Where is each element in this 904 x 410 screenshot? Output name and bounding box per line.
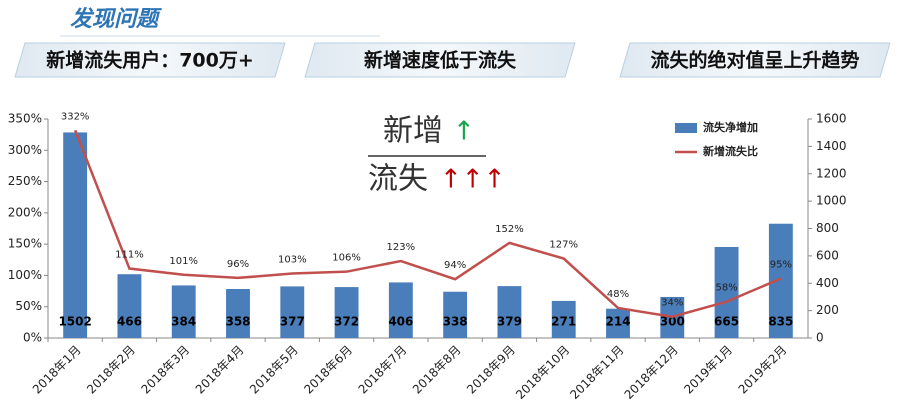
y2-tick-label: 600 (816, 248, 839, 262)
bar (226, 288, 250, 338)
annotation-text: 新增 (383, 114, 443, 149)
banner-text: 新增流失用户：700万+ (46, 49, 254, 72)
bar-value-label: 406 (388, 315, 413, 329)
bar-value-label: 271 (551, 315, 576, 329)
y-tick-label: 200% (8, 205, 42, 219)
y2-tick-label: 0 (816, 331, 824, 345)
line-value-label: 111% (115, 250, 144, 261)
x-tick-label: 2018年2月 (84, 343, 138, 397)
line-value-label: 48% (607, 289, 629, 300)
line-value-label: 34% (661, 298, 683, 309)
x-tick-label: 2018年11月 (567, 343, 626, 402)
line-value-label: 103% (278, 255, 307, 266)
x-tick-label: 2018年7月 (356, 343, 410, 397)
legend-swatch (675, 123, 697, 133)
bar-value-label: 1502 (58, 315, 91, 329)
bar-value-label: 300 (660, 315, 685, 329)
line-value-label: 96% (227, 259, 249, 270)
bar-value-label: 338 (443, 315, 468, 329)
bar-value-label: 372 (334, 315, 359, 329)
banner-box (619, 42, 891, 78)
bar (280, 286, 305, 338)
y-tick-label: 50% (15, 299, 42, 313)
bar-value-label: 466 (117, 315, 142, 329)
line (73, 129, 782, 319)
bar (63, 132, 88, 338)
line-value-label: 152% (495, 224, 524, 235)
banner-text: 流失的绝对值呈上升趋势 (650, 49, 859, 72)
line-value-label: 101% (169, 256, 198, 267)
banner-text: 新增速度低于流失 (364, 49, 517, 72)
x-tick-label: 2018年1月 (30, 343, 84, 397)
banner-box (14, 42, 286, 78)
bar (714, 246, 739, 338)
y2-tick-label: 1200 (816, 166, 847, 180)
x-tick-label: 2018年5月 (247, 343, 301, 397)
banner-box (304, 42, 576, 78)
line-value-label: 58% (715, 283, 737, 294)
x-tick-label: 2018年12月 (622, 343, 681, 402)
x-tick-label: 2018年4月 (193, 343, 247, 397)
bar-value-label: 377 (280, 315, 305, 329)
x-tick-label: 2018年10月 (513, 343, 572, 402)
annotation-arrow: ↑ (453, 117, 475, 147)
x-tick-label: 2018年8月 (410, 343, 464, 397)
annotation-arrow: ↑↑↑ (440, 165, 505, 195)
bar (551, 300, 576, 338)
y-tick-label: 150% (8, 237, 42, 251)
y-tick-label: 0% (23, 331, 42, 345)
bar-value-label: 379 (497, 315, 522, 329)
x-tick-label: 2018年3月 (138, 343, 192, 397)
header-title: 发现问题 (70, 6, 162, 32)
line-value-label: 127% (549, 240, 578, 251)
y-tick-label: 250% (8, 174, 42, 188)
legend-label: 新增流失比 (703, 144, 758, 158)
y2-tick-label: 400 (816, 276, 839, 290)
y-tick-label: 350% (8, 112, 42, 126)
bar (768, 223, 793, 338)
line-value-label: 94% (444, 260, 466, 271)
bar-value-label: 384 (171, 315, 196, 329)
y-tick-label: 300% (8, 143, 42, 157)
legend-label: 流失净增加 (703, 120, 758, 134)
line-value-label: 123% (387, 242, 416, 253)
y2-tick-label: 1400 (816, 139, 847, 153)
bar-value-label: 665 (714, 315, 739, 329)
bar-value-label: 214 (605, 315, 630, 329)
y2-tick-label: 1600 (816, 112, 847, 126)
bar (334, 287, 359, 338)
bar (443, 291, 468, 338)
annotation-text: 流失 (368, 162, 428, 197)
x-tick-label: 2018年6月 (301, 343, 355, 397)
bar (117, 274, 142, 338)
bar (497, 286, 522, 338)
x-tick-label: 2018年9月 (464, 343, 518, 397)
x-tick-label: 2019年2月 (736, 343, 790, 397)
y2-tick-label: 1000 (816, 194, 847, 208)
line-value-label: 95% (770, 260, 792, 271)
y2-tick-label: 200 (816, 303, 839, 317)
line-value-label: 106% (332, 253, 361, 264)
line-value-label: 332% (61, 111, 90, 122)
bar-value-label: 358 (225, 315, 250, 329)
bar (171, 285, 196, 338)
x-tick-label: 2019年1月 (681, 343, 735, 397)
y2-tick-label: 800 (816, 221, 839, 235)
y-tick-label: 100% (8, 268, 42, 282)
bar (388, 282, 413, 338)
bar (606, 308, 630, 338)
bar-value-label: 835 (768, 315, 793, 329)
